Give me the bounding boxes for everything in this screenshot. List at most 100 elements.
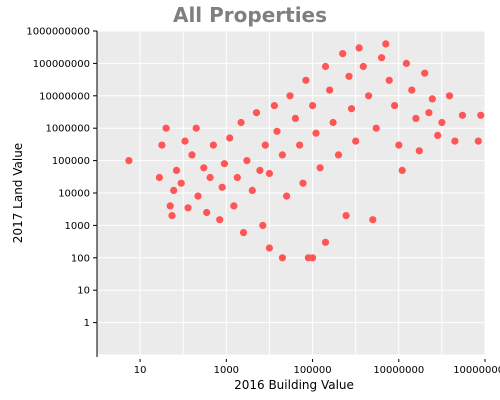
- data-point: [286, 92, 294, 100]
- data-point: [218, 183, 226, 191]
- chart-title: All Properties: [172, 3, 328, 27]
- y-tick-label: 100000000: [33, 59, 90, 70]
- data-point: [458, 111, 467, 119]
- y-tick-label: 10: [77, 286, 90, 297]
- data-point: [265, 169, 273, 178]
- data-point: [309, 102, 317, 110]
- data-point: [230, 202, 238, 210]
- data-point: [216, 216, 224, 224]
- data-point: [412, 114, 420, 122]
- data-point: [385, 76, 393, 84]
- data-point: [398, 166, 406, 174]
- data-point: [184, 204, 192, 212]
- data-point: [206, 173, 214, 182]
- data-point: [256, 166, 264, 174]
- data-point: [428, 95, 436, 103]
- data-point: [372, 124, 380, 132]
- data-point: [369, 216, 377, 224]
- data-point: [239, 229, 248, 237]
- data-point: [355, 44, 363, 52]
- data-point: [321, 62, 330, 71]
- data-point: [438, 118, 446, 127]
- data-point: [194, 192, 202, 200]
- data-point: [162, 124, 170, 132]
- data-point: [237, 118, 245, 127]
- data-point: [192, 124, 200, 132]
- data-point: [172, 166, 181, 174]
- data-point: [347, 105, 356, 113]
- data-point: [445, 92, 454, 100]
- data-point: [278, 151, 286, 159]
- x-tick-label: 10: [134, 365, 147, 376]
- data-point: [226, 134, 234, 142]
- data-point: [259, 221, 267, 229]
- data-point: [421, 69, 429, 77]
- data-point: [125, 157, 133, 165]
- data-point: [188, 151, 196, 159]
- data-point: [415, 147, 423, 155]
- data-point: [243, 157, 251, 165]
- x-tick-label: 10000000: [373, 365, 424, 376]
- data-point: [365, 92, 373, 100]
- data-point: [283, 192, 291, 200]
- data-point: [273, 127, 281, 135]
- x-tick-label: 1000: [214, 365, 239, 376]
- data-point: [220, 160, 228, 168]
- data-point: [252, 109, 261, 117]
- data-point: [434, 131, 442, 139]
- data-point: [329, 118, 337, 127]
- data-point: [170, 186, 178, 194]
- data-point: [402, 59, 410, 67]
- y-tick-label: 1000000: [45, 124, 90, 135]
- x-tick-label: 1000000000: [453, 365, 500, 376]
- data-point: [334, 151, 343, 159]
- data-point: [233, 173, 241, 182]
- y-tick-label: 1000000000: [26, 27, 90, 38]
- data-point: [261, 141, 269, 149]
- data-point: [316, 164, 324, 172]
- data-point: [248, 186, 256, 194]
- x-axis-ticks: 10 1000 100000 10000000 1000000000: [134, 359, 500, 376]
- y-axis-title: 2017 Land Value: [11, 143, 25, 243]
- y-tick-label: 10000000: [39, 91, 90, 102]
- data-point: [425, 109, 433, 117]
- data-point: [342, 212, 350, 220]
- data-point: [302, 76, 310, 84]
- data-point: [166, 202, 174, 210]
- data-point: [181, 137, 189, 145]
- x-axis-title: 2016 Building Value: [234, 378, 354, 392]
- data-point: [321, 238, 330, 246]
- data-point: [296, 141, 304, 149]
- data-point: [474, 137, 482, 145]
- data-point: [200, 164, 208, 172]
- data-point: [299, 179, 307, 187]
- data-point: [203, 208, 211, 217]
- data-point: [158, 141, 166, 149]
- y-tick-label: 100000: [52, 156, 90, 167]
- y-tick-label: 100: [71, 253, 90, 264]
- data-point: [168, 212, 176, 220]
- data-point: [378, 54, 386, 62]
- data-point: [326, 86, 334, 94]
- y-axis-ticks: 1 10 100 1000 10000 100000 1000000 10000000 1000…: [26, 27, 97, 329]
- data-point: [395, 141, 403, 149]
- data-point: [270, 102, 278, 110]
- data-point: [309, 254, 317, 262]
- data-point: [339, 50, 347, 58]
- data-point: [359, 62, 367, 71]
- data-point: [408, 86, 416, 94]
- data-point: [451, 137, 459, 145]
- x-tick-label: 100000: [293, 365, 331, 376]
- y-tick-label: 10000: [58, 189, 90, 200]
- data-point: [382, 40, 390, 48]
- data-point: [312, 129, 320, 137]
- data-points: [125, 40, 485, 262]
- data-point: [278, 254, 286, 262]
- data-point: [177, 179, 185, 187]
- data-point: [155, 173, 163, 182]
- data-point: [345, 72, 353, 80]
- y-tick-label: 1: [84, 318, 90, 329]
- data-point: [477, 111, 485, 119]
- data-point: [391, 102, 399, 110]
